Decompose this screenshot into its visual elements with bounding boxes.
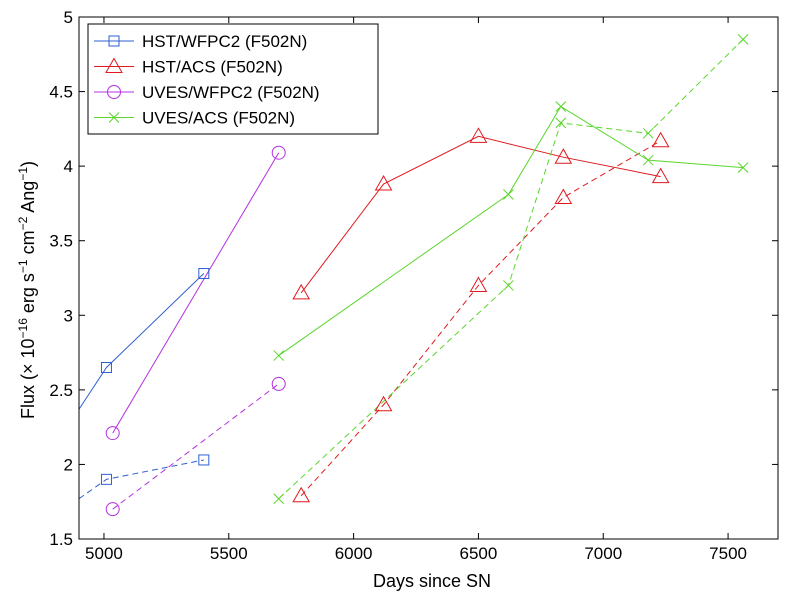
ylabel-exp4: −1: [16, 167, 30, 181]
series-markers: [100, 34, 749, 517]
legend-box: [87, 23, 379, 135]
y-tick-label: 3.5: [49, 232, 73, 251]
data-point-x: [642, 154, 654, 166]
ylabel-cm: cm: [18, 230, 38, 259]
data-point-triangle: [469, 276, 488, 292]
y-tick-label: 4: [64, 157, 73, 176]
legend-label: HST/ACS (F502N): [142, 58, 283, 77]
legend-label: UVES/WFPC2 (F502N): [142, 83, 320, 102]
series-line-dashed-1: [79, 459, 204, 500]
plot-frame: [78, 16, 779, 540]
x-tick-label: 7500: [709, 544, 747, 563]
legend-marker-triangle: [105, 57, 123, 73]
legend-label: UVES/ACS (F502N): [142, 109, 295, 128]
data-point-square: [100, 361, 112, 373]
data-point-x: [273, 493, 285, 505]
series-line-2: [300, 135, 661, 294]
y-tick-label: 1.5: [49, 530, 73, 549]
data-point-triangle: [292, 283, 311, 300]
data-point-triangle: [374, 395, 393, 412]
x-tick-label: 6500: [460, 544, 498, 563]
ylabel-exp2: −1: [16, 259, 30, 273]
data-point-circle: [271, 376, 286, 391]
data-point-x: [503, 189, 514, 200]
ylabel-ang: Ang: [18, 181, 38, 217]
data-point-x: [737, 162, 749, 173]
data-point-x: [642, 127, 654, 139]
y-axis-label: Flux (× 10−16 erg s−1 cm−2 Ang−1): [16, 161, 38, 419]
x-tick-label: 5000: [85, 544, 123, 563]
data-point-square: [198, 268, 210, 280]
x-tick-label: 7000: [584, 544, 622, 563]
y-tick-label: 2: [64, 455, 73, 474]
ylabel-exp1: −16: [16, 318, 30, 339]
data-point-x: [273, 350, 285, 361]
data-point-triangle: [554, 188, 573, 204]
x-tick-label: 5500: [210, 544, 248, 563]
x-axis-label: Days since SN: [373, 571, 491, 591]
ylabel-times: ×: [18, 364, 38, 375]
data-point-circle: [105, 502, 120, 517]
ylabel-erg: erg s: [18, 273, 38, 318]
data-point-triangle: [292, 486, 311, 503]
x-axis-ticks: 5000 5500 6000 6500 7000 7500: [85, 17, 747, 563]
legend-marker-circle: [107, 85, 121, 99]
series-line-4: [112, 152, 280, 434]
data-point-square: [198, 454, 210, 466]
y-tick-label: 4.5: [49, 83, 73, 102]
data-point-x: [555, 117, 567, 129]
ylabel-prefix: Flux (: [18, 374, 38, 419]
legend-label: HST/WFPC2 (F502N): [142, 32, 307, 51]
y-tick-label: 2.5: [49, 381, 73, 400]
y-axis-ticks: 1.5 2 2.5 3 3.5 4 4.5 5: [49, 8, 778, 549]
data-point-x: [503, 280, 514, 291]
ylabel-ten: 10: [18, 338, 38, 363]
data-point-x: [737, 34, 749, 45]
data-point-triangle: [554, 148, 573, 164]
series-line-dashed-3: [300, 140, 661, 497]
ylabel-exp3: −2: [16, 216, 30, 230]
x-tick-label: 6000: [335, 544, 373, 563]
ylabel-suffix: ): [18, 161, 38, 167]
data-point-circle: [271, 145, 286, 160]
data-point-triangle: [469, 127, 488, 143]
y-tick-label: 3: [64, 306, 73, 325]
data-point-triangle: [651, 167, 670, 184]
data-point-triangle: [374, 175, 393, 191]
data-point-x: [555, 101, 567, 112]
legend-marker-square: [108, 35, 120, 47]
series-line-0: [79, 273, 205, 410]
legend-marker-x: [108, 112, 120, 123]
legend: HST/WFPC2 (F502N) HST/ACS (F502N) UVES/WFP…: [87, 23, 379, 135]
y-tick-label: 5: [64, 8, 73, 27]
data-point-square: [100, 473, 112, 485]
data-point-circle: [105, 426, 120, 441]
data-point-triangle: [651, 131, 670, 148]
series-line-dashed-5: [112, 383, 280, 510]
